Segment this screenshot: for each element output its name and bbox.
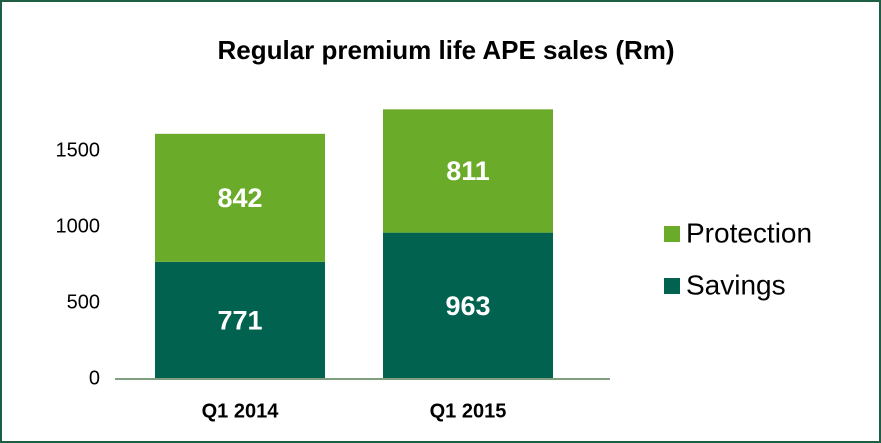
data-label: 842 bbox=[217, 183, 262, 213]
y-tick-label: 1500 bbox=[56, 139, 101, 161]
legend-label: Savings bbox=[686, 269, 786, 300]
chart-title: Regular premium life APE sales (Rm) bbox=[217, 35, 674, 65]
data-label: 771 bbox=[217, 306, 262, 336]
y-tick-label: 500 bbox=[67, 291, 100, 313]
bar-segment bbox=[155, 261, 325, 379]
y-tick-label: 0 bbox=[89, 367, 100, 389]
legend-label: Protection bbox=[686, 217, 812, 248]
y-tick-label: 1000 bbox=[56, 215, 101, 237]
legend-swatch bbox=[664, 278, 680, 294]
x-tick-label: Q1 2015 bbox=[430, 400, 507, 422]
data-label: 963 bbox=[445, 291, 490, 321]
bar-segment bbox=[383, 232, 553, 379]
bar-segment bbox=[383, 109, 553, 233]
legend-swatch bbox=[664, 226, 680, 242]
x-tick-label: Q1 2014 bbox=[202, 400, 280, 422]
bar-segment bbox=[155, 133, 325, 262]
data-label: 811 bbox=[446, 156, 490, 186]
